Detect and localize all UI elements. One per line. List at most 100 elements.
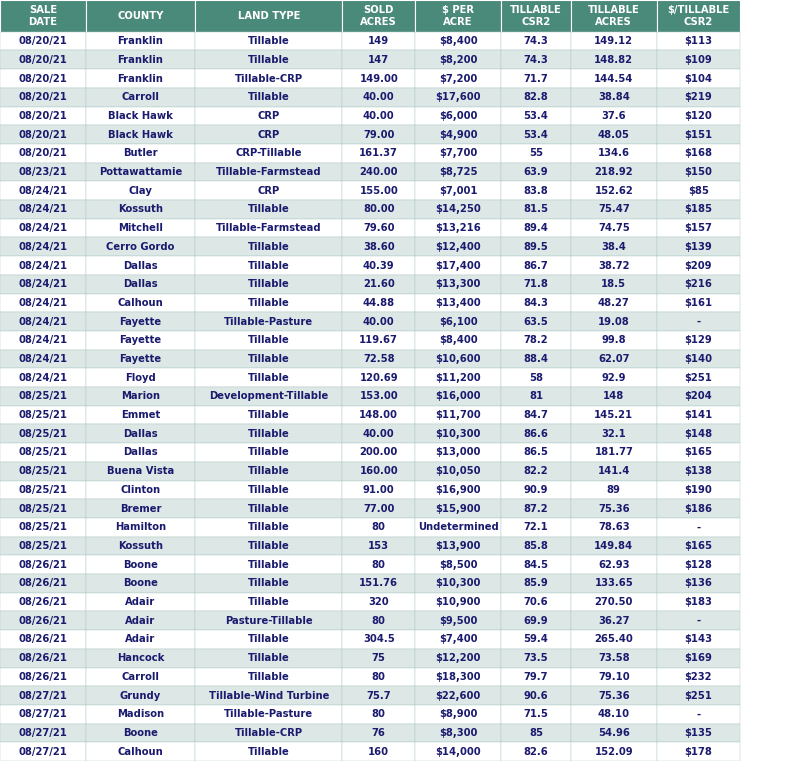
Text: $13,900: $13,900 [435, 541, 481, 551]
Bar [195, 294, 342, 312]
Text: Clay: Clay [129, 186, 152, 196]
Bar [0, 275, 86, 294]
Text: 40.00: 40.00 [363, 92, 395, 102]
Text: 48.27: 48.27 [598, 298, 630, 308]
Bar [571, 312, 657, 331]
Text: Tillable-CRP: Tillable-CRP [235, 728, 303, 738]
Text: 08/24/21: 08/24/21 [18, 279, 67, 289]
Bar [195, 574, 342, 593]
Text: 08/25/21: 08/25/21 [18, 410, 67, 420]
Text: Tillable: Tillable [248, 36, 290, 46]
Bar [342, 705, 415, 724]
Bar [0, 611, 86, 630]
Text: $151: $151 [684, 129, 712, 139]
Text: 08/20/21: 08/20/21 [18, 55, 67, 65]
Bar [342, 499, 415, 518]
Text: 08/24/21: 08/24/21 [18, 242, 67, 252]
Bar [501, 443, 571, 462]
Bar [571, 88, 657, 107]
Bar [571, 443, 657, 462]
Text: 54.96: 54.96 [598, 728, 630, 738]
Text: 08/24/21: 08/24/21 [18, 223, 67, 233]
Bar [657, 462, 740, 480]
Text: 82.6: 82.6 [523, 747, 549, 756]
Text: Boone: Boone [123, 728, 158, 738]
Text: 149.12: 149.12 [594, 36, 634, 46]
Bar [501, 144, 571, 163]
Bar [195, 724, 342, 742]
Bar [342, 144, 415, 163]
Bar [657, 144, 740, 163]
Text: 71.8: 71.8 [523, 279, 549, 289]
Bar [501, 406, 571, 425]
Text: 08/24/21: 08/24/21 [18, 298, 67, 308]
Bar [86, 331, 195, 349]
Text: 53.4: 53.4 [523, 111, 549, 121]
Text: 144.54: 144.54 [594, 74, 634, 84]
Text: 120.69: 120.69 [360, 373, 398, 383]
Bar [86, 556, 195, 574]
Text: 44.88: 44.88 [363, 298, 395, 308]
Text: Tillable-CRP: Tillable-CRP [235, 74, 303, 84]
Text: 08/25/21: 08/25/21 [18, 391, 67, 401]
Text: 160.00: 160.00 [360, 466, 398, 476]
Text: 161.37: 161.37 [360, 148, 398, 158]
Bar [501, 368, 571, 387]
Text: Clinton: Clinton [121, 485, 160, 495]
Text: 36.27: 36.27 [598, 616, 630, 626]
Bar [501, 163, 571, 181]
Bar [501, 0, 571, 32]
Bar [86, 126, 195, 144]
Bar [195, 218, 342, 237]
Bar [501, 611, 571, 630]
Text: Adair: Adair [125, 597, 156, 607]
Bar [0, 144, 86, 163]
Bar [657, 312, 740, 331]
Text: 82.2: 82.2 [523, 466, 549, 476]
Text: Bremer: Bremer [120, 504, 161, 514]
Text: $7,200: $7,200 [439, 74, 477, 84]
Text: 08/27/21: 08/27/21 [18, 709, 67, 719]
Text: SALE
DATE: SALE DATE [29, 5, 57, 27]
Text: $8,900: $8,900 [439, 709, 477, 719]
Bar [0, 574, 86, 593]
Text: Butler: Butler [123, 148, 158, 158]
Text: 84.7: 84.7 [523, 410, 549, 420]
Bar [342, 574, 415, 593]
Bar [657, 724, 740, 742]
Bar [342, 107, 415, 126]
Text: Black Hawk: Black Hawk [108, 129, 173, 139]
Bar [571, 275, 657, 294]
Bar [657, 480, 740, 499]
Bar [501, 686, 571, 705]
Text: 149.84: 149.84 [594, 541, 634, 551]
Bar [571, 200, 657, 218]
Text: 08/26/21: 08/26/21 [18, 616, 67, 626]
Text: $104: $104 [684, 74, 712, 84]
Bar [657, 667, 740, 686]
Bar [86, 537, 195, 556]
Text: Tillable: Tillable [248, 279, 290, 289]
Text: 89.5: 89.5 [523, 242, 549, 252]
Text: 08/23/21: 08/23/21 [18, 167, 67, 177]
Bar [0, 50, 86, 69]
Text: Dallas: Dallas [123, 260, 158, 270]
Text: Tillable: Tillable [248, 92, 290, 102]
Text: $7,700: $7,700 [439, 148, 477, 158]
Text: 148.82: 148.82 [594, 55, 634, 65]
Bar [415, 69, 501, 88]
Text: Cerro Gordo: Cerro Gordo [106, 242, 175, 252]
Bar [342, 462, 415, 480]
Bar [0, 126, 86, 144]
Text: 149: 149 [368, 36, 389, 46]
Bar [0, 88, 86, 107]
Text: 08/24/21: 08/24/21 [18, 260, 67, 270]
Text: $136: $136 [684, 578, 712, 588]
Bar [195, 237, 342, 256]
Text: Fayette: Fayette [119, 336, 162, 345]
Bar [342, 200, 415, 218]
Text: Tillable: Tillable [248, 559, 290, 570]
Bar [501, 312, 571, 331]
Bar [501, 499, 571, 518]
Bar [501, 200, 571, 218]
